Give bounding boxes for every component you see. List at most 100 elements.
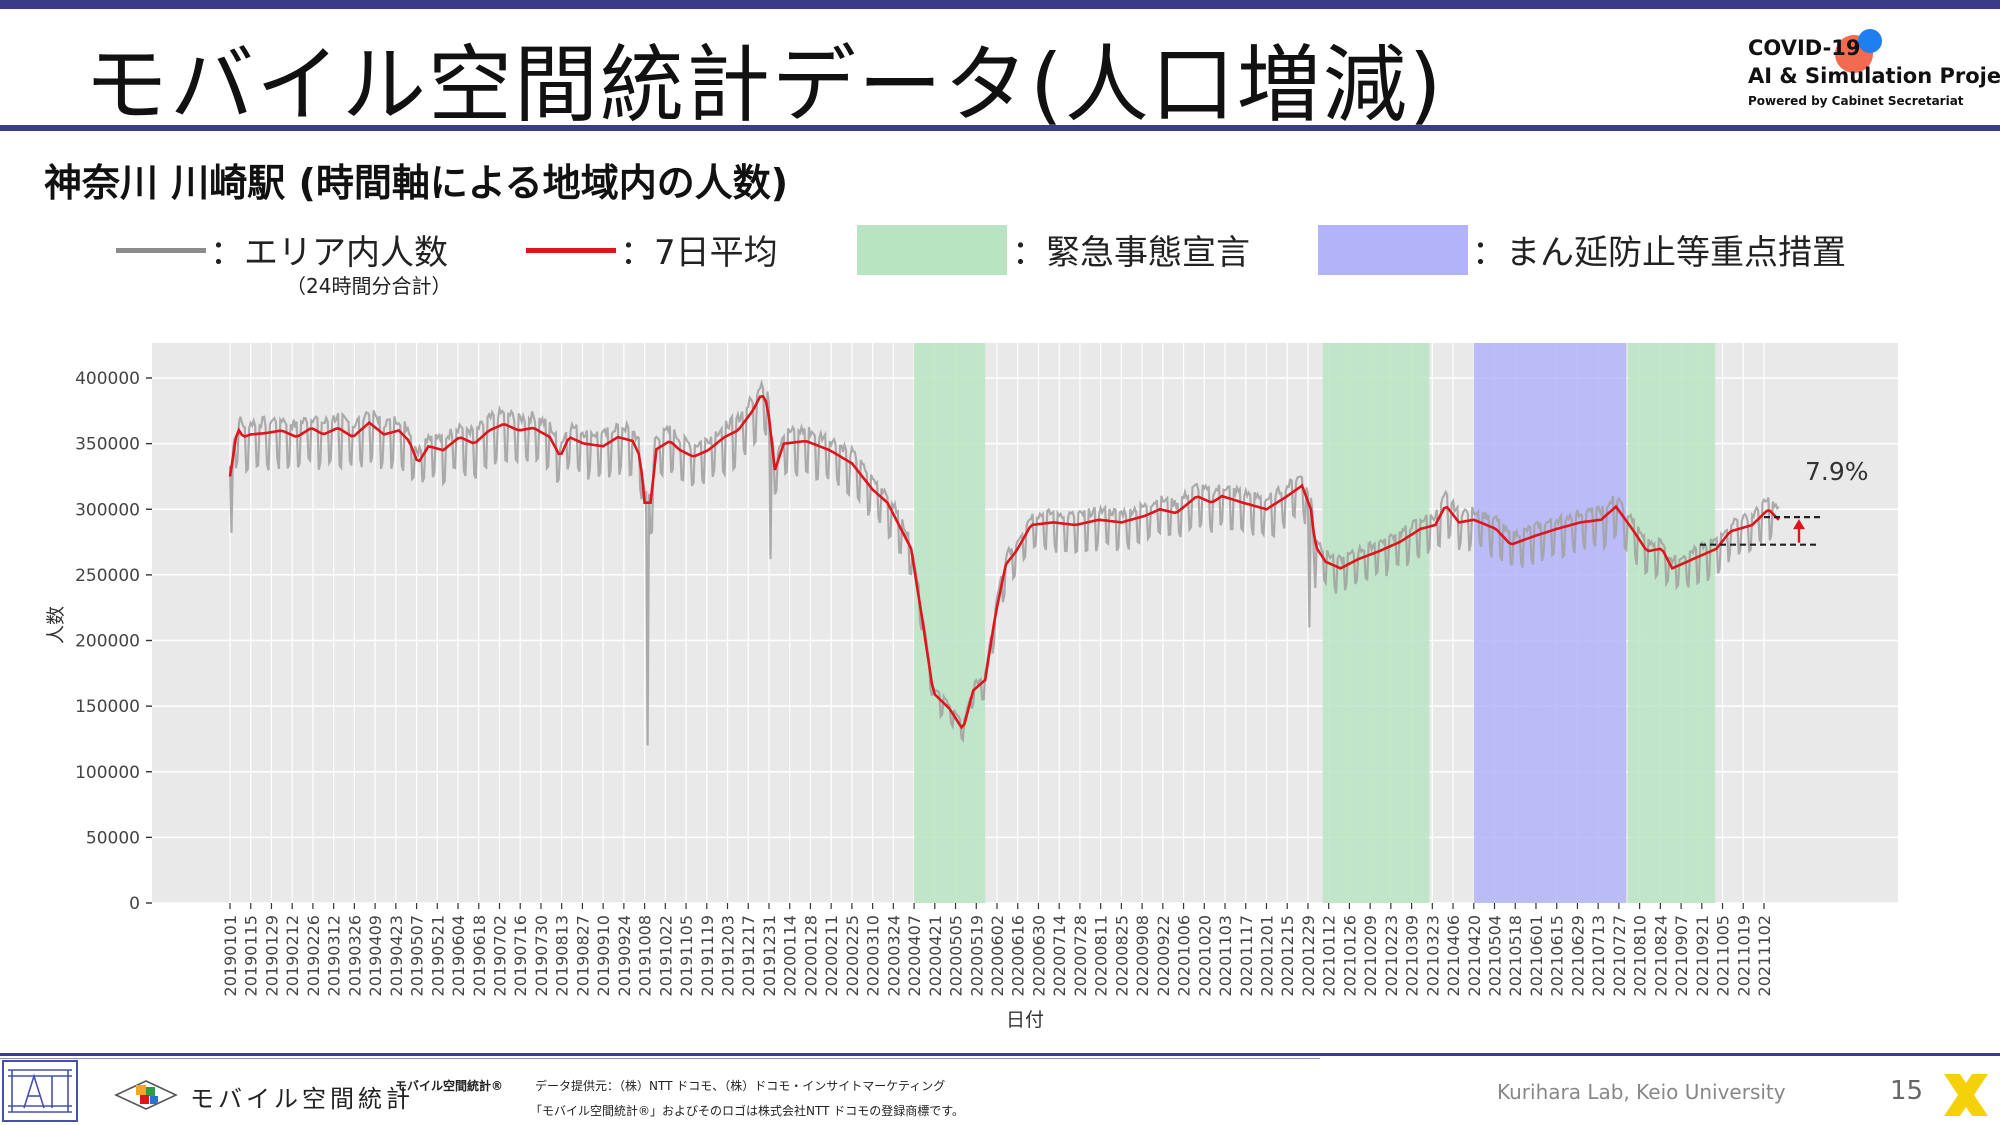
x-mark-icon <box>1944 1074 1988 1116</box>
credit-line1: データ提供元：（株）NTT ドコモ、（株）ドコモ・インサイトマーケティング <box>535 1079 946 1093</box>
x-tick-label: 20210223 <box>1382 915 1401 996</box>
legend-swatch-priority-measures <box>1318 225 1468 275</box>
x-tick-label: 20190326 <box>345 915 364 996</box>
x-tick-label: 20201103 <box>1216 915 1235 996</box>
x-tick-label: 20191022 <box>656 915 675 996</box>
logo-dots-icon <box>1835 29 1882 73</box>
x-tick-label: 20190813 <box>553 915 572 996</box>
x-tick-label: 20210504 <box>1486 915 1505 996</box>
header-divider <box>0 125 2000 131</box>
x-tick-label: 20210907 <box>1672 915 1691 996</box>
x-tick-label: 20210323 <box>1423 915 1442 996</box>
x-tick-label: 20190101 <box>221 915 240 996</box>
legend-swatch-7day-avg <box>526 248 616 253</box>
logo-line3: Powered by Cabinet Secretariat <box>1748 94 1964 108</box>
credit-title: モバイル空間統計® <box>395 1079 504 1093</box>
legend-label-emergency: ：緊急事態宣言 <box>1012 233 1250 273</box>
top-accent-bar <box>0 0 2000 9</box>
legend-label-area-count: ：エリア内人数 <box>210 233 448 273</box>
x-tick-label: 20190115 <box>242 915 261 996</box>
x-tick-label: 20191231 <box>760 915 779 996</box>
x-tick-label: 20190423 <box>387 915 406 996</box>
emergency-period <box>1322 343 1430 903</box>
x-tick-label: 20190409 <box>366 915 385 996</box>
daily-count-series-line <box>228 378 1780 746</box>
covid-project-logo: COVID-19 AI & Simulation Project Powered… <box>1748 28 2000 118</box>
x-tick-label: 20210727 <box>1610 915 1629 996</box>
x-tick-label: 20211102 <box>1755 915 1774 996</box>
emergency-period <box>914 343 986 903</box>
x-tick-label: 20201006 <box>1175 915 1194 996</box>
y-tick-label: 200000 <box>75 632 140 652</box>
x-tick-label: 20190129 <box>262 915 281 996</box>
lab-logo <box>2 1060 78 1122</box>
x-axis-title: 日付 <box>1006 1009 1044 1031</box>
x-tick-label: 20200114 <box>781 915 800 996</box>
legend-label-priority-measures: ：まん延防止等重点措置 <box>1472 233 1846 273</box>
x-tick-label: 20210209 <box>1361 915 1380 996</box>
y-tick-label: 250000 <box>75 566 140 586</box>
y-tick-label: 300000 <box>75 500 140 520</box>
x-tick-label: 20191119 <box>698 915 717 996</box>
legend-swatch-area-count <box>116 248 206 253</box>
logo-line1: COVID-19 <box>1748 36 1861 60</box>
x-tick-label: 20210629 <box>1568 915 1587 996</box>
x-tick-label: 20200128 <box>801 915 820 996</box>
x-tick-label: 20211019 <box>1734 915 1753 996</box>
x-tick-label: 20200616 <box>1009 915 1028 996</box>
x-tick-label: 20200519 <box>967 915 986 996</box>
population-line-chart: 0 50000 100000 150000 200000 250000 300000 3500… <box>45 343 1898 1031</box>
x-tick-label: 20190716 <box>511 915 530 996</box>
x-tick-label: 20191217 <box>739 915 758 996</box>
x-tick-label: 20200630 <box>1029 915 1048 996</box>
x-tick-label: 20210810 <box>1631 915 1650 996</box>
x-tick-label: 20200825 <box>1112 915 1131 996</box>
mobile-stats-name: モバイル空間統計 <box>190 1085 414 1113</box>
x-tick-label: 20200211 <box>822 915 841 996</box>
y-tick-label: 100000 <box>75 763 140 783</box>
x-tick-label: 20210601 <box>1527 915 1546 996</box>
annotation-arrow-head <box>1793 519 1805 530</box>
x-tick-label: 20200908 <box>1133 915 1152 996</box>
cube-logo-icon <box>114 1080 178 1110</box>
x-tick-label: 20200922 <box>1154 915 1173 996</box>
x-tick-label: 20201020 <box>1195 915 1214 996</box>
x-tick-label: 20191105 <box>677 915 696 996</box>
x-tick-label: 20201229 <box>1299 915 1318 996</box>
x-tick-label: 20200407 <box>905 915 924 996</box>
x-tick-label: 20190226 <box>304 915 323 996</box>
y-tick-label: 50000 <box>86 828 140 848</box>
x-tick-label: 20210406 <box>1444 915 1463 996</box>
y-tick-label: 400000 <box>75 369 140 389</box>
x-tick-label: 20210713 <box>1589 915 1608 996</box>
footer-divider <box>0 1053 2000 1056</box>
x-tick-label: 20210518 <box>1506 915 1525 996</box>
x-tick-label: 20200714 <box>1050 915 1069 996</box>
x-tick-label: 20190212 <box>283 915 302 996</box>
lab-logo-icon <box>8 1069 72 1113</box>
x-tick-label: 20210921 <box>1693 915 1712 996</box>
annotation-percent-label: 7.9% <box>1805 457 1869 486</box>
x-tick-label: 20190827 <box>573 915 592 996</box>
priority-measures-period <box>1473 343 1627 903</box>
seven-day-average-series-line <box>228 395 1780 730</box>
x-tick-label: 20190618 <box>470 915 489 996</box>
x-tick-label: 20200728 <box>1071 915 1090 996</box>
x-tick-label: 20210420 <box>1465 915 1484 996</box>
footer-divider-thin <box>0 1058 1320 1059</box>
legend-label-7day-avg: ：7日平均 <box>620 233 778 273</box>
emergency-period <box>1627 343 1716 903</box>
x-tick-label: 20201201 <box>1257 915 1276 996</box>
y-tick-label: 350000 <box>75 435 140 455</box>
legend-swatch-emergency <box>857 225 1007 275</box>
x-tick-label: 20211005 <box>1714 915 1733 996</box>
x-tick-label: 20210824 <box>1651 915 1670 996</box>
x-tick-label: 20200310 <box>864 915 883 996</box>
x-tick-label: 20190702 <box>490 915 509 996</box>
x-tick-label: 20210309 <box>1403 915 1422 996</box>
y-axis-title: 人数 <box>45 606 67 644</box>
page-title: モバイル空間統計データ(人口増減) <box>84 36 1444 134</box>
x-tick-label: 20210615 <box>1548 915 1567 996</box>
x-tick-label: 20191203 <box>719 915 738 996</box>
x-tick-label: 20190521 <box>428 915 447 996</box>
